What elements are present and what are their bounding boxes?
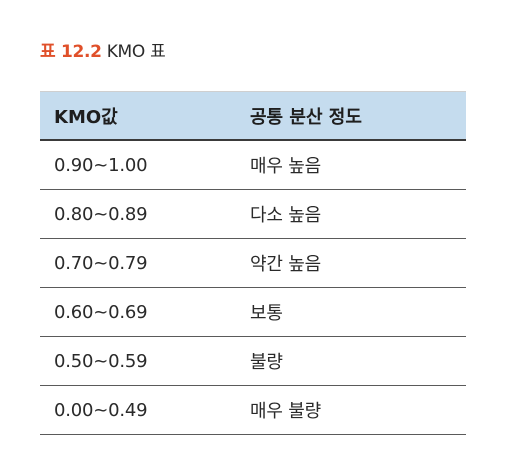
table-title: KMO 표 xyxy=(106,42,166,62)
header-kmo-value: KMO값 xyxy=(54,106,118,128)
table-number-label: 표 12.2 xyxy=(40,42,102,62)
kmo-range-cell: 0.00~0.49 xyxy=(54,399,148,421)
table-row: 0.60~0.69 보통 xyxy=(40,288,466,337)
kmo-range-cell: 0.70~0.79 xyxy=(54,252,148,274)
table-row: 0.80~0.89 다소 높음 xyxy=(40,190,466,239)
variance-level-cell: 불량 xyxy=(250,352,283,373)
kmo-range-cell: 0.80~0.89 xyxy=(54,203,148,225)
kmo-range-cell: 0.50~0.59 xyxy=(54,350,148,372)
variance-level-cell: 다소 높음 xyxy=(250,205,321,226)
variance-level-cell: 보통 xyxy=(250,303,283,324)
variance-level-cell: 매우 높음 xyxy=(250,156,321,177)
variance-level-cell: 약간 높음 xyxy=(250,254,321,275)
variance-level-cell: 매우 불량 xyxy=(250,401,321,422)
kmo-table: KMO값 공통 분산 정도 0.90~1.00 매우 높음 0.80~0.89 … xyxy=(40,91,466,435)
table-row: 0.50~0.59 불량 xyxy=(40,337,466,386)
table-row: 0.70~0.79 약간 높음 xyxy=(40,239,466,288)
header-common-variance: 공통 분산 정도 xyxy=(250,106,362,128)
table-row: 0.00~0.49 매우 불량 xyxy=(40,386,466,435)
table-row: 0.90~1.00 매우 높음 xyxy=(40,141,466,190)
kmo-range-cell: 0.90~1.00 xyxy=(54,154,148,176)
table-caption: 표 12.2 KMO 표 xyxy=(40,42,166,62)
table-header-row: KMO값 공통 분산 정도 xyxy=(40,92,466,141)
kmo-range-cell: 0.60~0.69 xyxy=(54,301,148,323)
